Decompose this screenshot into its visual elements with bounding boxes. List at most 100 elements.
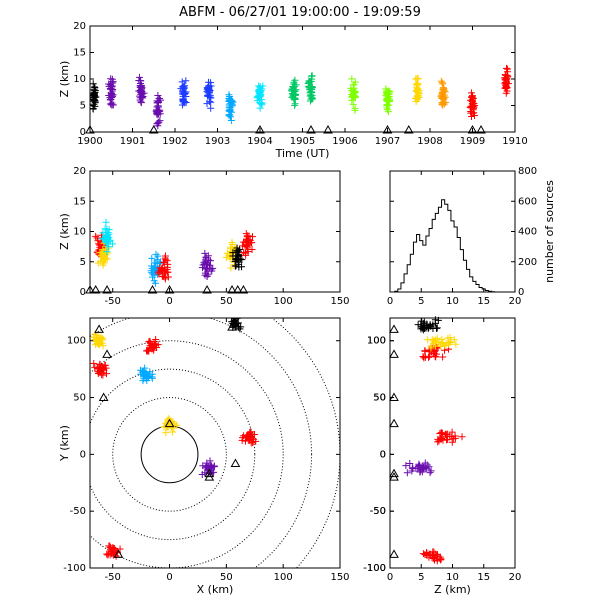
source-point — [434, 316, 442, 324]
station-triangle — [204, 472, 215, 481]
source-point — [231, 262, 239, 270]
range-ring — [90, 318, 313, 568]
source-point — [430, 337, 438, 345]
source-point — [504, 65, 512, 73]
source-point — [179, 83, 187, 91]
source-point — [307, 95, 315, 103]
source-point — [351, 78, 359, 86]
source-point — [90, 100, 98, 108]
source-point — [138, 83, 146, 91]
source-point — [154, 252, 162, 260]
station-triangle — [147, 284, 158, 294]
source-point — [116, 545, 124, 553]
source-point — [249, 439, 257, 447]
sources — [90, 318, 260, 560]
x-tick-label: 1901 — [120, 136, 145, 147]
y-tick-label: -100 — [63, 563, 86, 574]
y-tick-label: 0 — [80, 127, 86, 138]
y-tick-label: -100 — [363, 563, 386, 574]
source-point — [156, 117, 164, 125]
source-point — [161, 254, 169, 262]
x-tick-label: 1900 — [77, 136, 102, 147]
x-tick-label: 1906 — [332, 136, 357, 147]
source-point — [240, 432, 248, 440]
source-point — [137, 77, 145, 85]
source-point — [435, 338, 443, 346]
y-tick-label: 15 — [73, 196, 86, 207]
source-point — [254, 92, 262, 100]
source-point — [95, 339, 103, 347]
source-point — [306, 78, 314, 86]
x-tick-label: 150 — [330, 572, 349, 583]
source-point — [226, 96, 234, 104]
source-point — [140, 371, 148, 379]
y-tick-label: 50 — [373, 393, 386, 404]
source-point — [442, 431, 450, 439]
x-tick-label: 5 — [418, 296, 424, 307]
source-point — [154, 107, 162, 115]
source-point — [106, 100, 114, 108]
source-point — [139, 368, 147, 376]
station-triangle — [148, 124, 159, 134]
x-tick-label: 1905 — [290, 136, 315, 147]
source-point — [91, 97, 99, 105]
source-point — [103, 255, 111, 263]
source-point — [167, 423, 175, 431]
source-point — [90, 359, 98, 367]
x-tick-label: 15 — [477, 296, 490, 307]
station-triangle — [113, 549, 124, 558]
source-point — [403, 469, 411, 477]
x-tick-label: -50 — [105, 572, 121, 583]
y-tick-label: -100 — [363, 563, 386, 574]
source-point — [108, 99, 116, 107]
source-point — [225, 94, 233, 102]
panel-altitude-vs-x: -50 0 50 100 150 0 5 10 15 20 Z (km) — [58, 166, 350, 307]
source-point — [179, 98, 187, 106]
source-point — [425, 352, 433, 360]
station-triangle — [238, 284, 249, 294]
source-point — [425, 353, 433, 361]
source-point — [433, 324, 441, 332]
source-point — [143, 377, 151, 385]
source-point — [198, 471, 206, 479]
source-point — [437, 77, 445, 85]
source-point — [180, 99, 188, 107]
source-point — [162, 429, 170, 437]
x-tick-label: 1902 — [162, 136, 187, 147]
source-point — [161, 274, 169, 282]
y-tick-label: 0 — [80, 449, 86, 460]
y-tick-label: 10 — [73, 74, 86, 85]
y-tick-label: 0 — [518, 287, 524, 298]
y-tick-label: 100 — [367, 336, 386, 347]
source-point — [415, 90, 423, 98]
source-point — [434, 551, 442, 559]
source-point — [104, 550, 112, 558]
source-point — [149, 270, 157, 278]
source-point — [94, 237, 102, 245]
source-point — [95, 341, 103, 349]
source-point — [206, 97, 214, 105]
source-point — [458, 433, 466, 441]
source-point — [206, 261, 214, 269]
y-tick-label: 5 — [80, 101, 86, 112]
source-point — [91, 364, 99, 372]
source-point — [468, 100, 476, 108]
source-point — [448, 438, 456, 446]
source-point — [154, 122, 162, 130]
source-point — [227, 264, 235, 272]
source-point — [351, 106, 359, 114]
source-point — [89, 104, 97, 112]
source-point — [155, 267, 163, 275]
x-tick-label: 0 — [387, 296, 393, 307]
source-point — [153, 97, 161, 105]
source-point — [229, 252, 237, 260]
source-point — [94, 331, 102, 339]
x-tick-label: 5 — [418, 572, 424, 583]
x-tick-label: -50 — [105, 296, 121, 307]
source-point — [180, 90, 188, 98]
y-tick-label: 400 — [518, 227, 537, 238]
source-point — [99, 336, 107, 344]
station-triangle — [232, 284, 243, 294]
